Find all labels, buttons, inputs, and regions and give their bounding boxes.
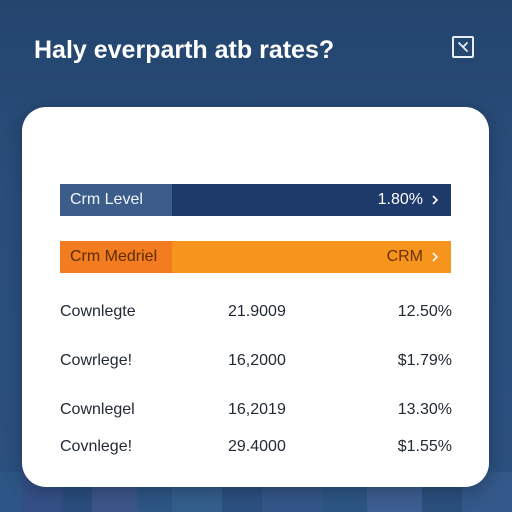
row-amount: 16,2019 xyxy=(228,401,286,418)
row-rate: 12.50% xyxy=(397,303,452,320)
crm-level-label: Crm Level xyxy=(60,184,172,216)
row-name: Cowrlege! xyxy=(60,352,133,369)
chevron-right-icon xyxy=(432,195,439,205)
row-rate: $1.55% xyxy=(397,438,452,455)
row-rate: $1.79% xyxy=(397,352,452,369)
crm-level-bar[interactable]: Crm Level 1.80% xyxy=(60,184,451,216)
row-name: Covnlege! xyxy=(60,438,133,455)
chevron-right-icon xyxy=(432,252,439,262)
table-row: Covnlege! 29.4000 $1.55% xyxy=(60,438,452,462)
row-rate: 13.30% xyxy=(397,401,452,418)
table-row: Cowrlege! 16,2000 $1.79% xyxy=(60,352,452,376)
row-amount: 21.9009 xyxy=(228,303,286,320)
close-button[interactable] xyxy=(452,36,474,58)
row-name: Cownlegel xyxy=(60,401,135,418)
table-row: Cownlegel 16,2019 13.30% xyxy=(60,401,452,425)
crm-medriel-label: Crm Medriel xyxy=(60,241,172,273)
crm-level-value: 1.80% xyxy=(377,191,423,208)
row-amount: 29.4000 xyxy=(228,438,286,455)
crm-medriel-value: CRM xyxy=(386,248,423,265)
crm-medriel-bar[interactable]: Crm Medriel CRM xyxy=(60,241,451,273)
page-title: Haly everparth atb rates? xyxy=(34,36,335,64)
rates-card: Crm Level 1.80% Crm Medriel CRM Cownlegt… xyxy=(22,107,489,487)
row-name: Cownlegte xyxy=(60,303,136,320)
close-icon xyxy=(458,42,468,52)
row-amount: 16,2000 xyxy=(228,352,286,369)
table-row: Cownlegte 21.9009 12.50% xyxy=(60,303,452,327)
